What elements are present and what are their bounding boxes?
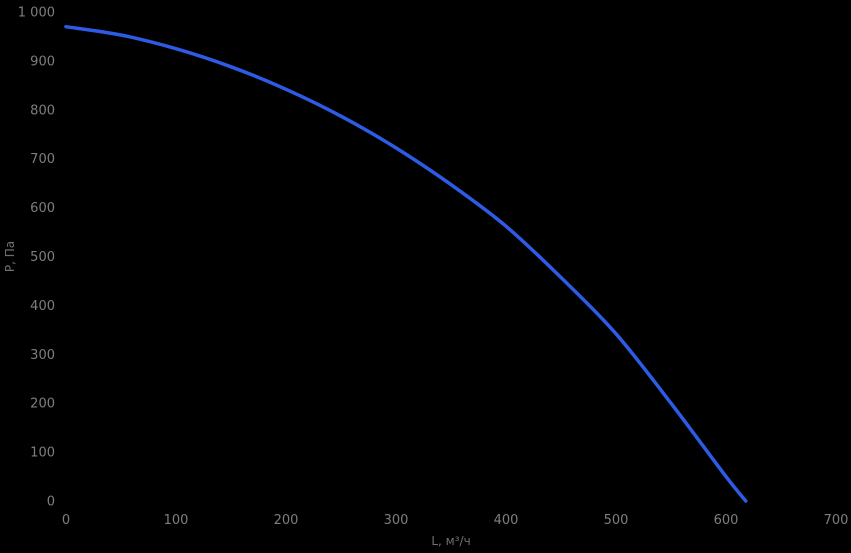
- pressure-flow-curve: [64, 24, 748, 503]
- y-tick-label: 800: [30, 103, 55, 118]
- y-tick-label: 700: [30, 152, 55, 167]
- y-tick-label: 100: [30, 446, 55, 461]
- y-tick-label: 200: [30, 397, 55, 412]
- x-tick-label: 200: [274, 513, 299, 528]
- y-tick-label: 500: [30, 250, 55, 265]
- y-axis-tick-labels: 0 100 200 300 400 500 600 700 800 900 1 000: [18, 6, 55, 510]
- x-axis-title: L, м³/ч: [431, 534, 470, 548]
- x-tick-label: 300: [384, 513, 409, 528]
- x-tick-label: 400: [494, 513, 519, 528]
- x-tick-label: 600: [714, 513, 739, 528]
- y-tick-label: 1 000: [18, 6, 55, 21]
- x-axis-tick-labels: 0 100 200 300 400 500 600 700: [62, 513, 849, 528]
- y-axis-title: P, Па: [3, 241, 17, 272]
- x-tick-label: 100: [164, 513, 189, 528]
- y-tick-label: 300: [30, 348, 55, 363]
- x-tick-label: 700: [824, 513, 849, 528]
- y-tick-label: 600: [30, 201, 55, 216]
- x-tick-label: 0: [62, 513, 70, 528]
- y-tick-label: 0: [47, 495, 55, 510]
- y-tick-label: 400: [30, 299, 55, 314]
- y-tick-label: 900: [30, 54, 55, 69]
- x-tick-label: 500: [604, 513, 629, 528]
